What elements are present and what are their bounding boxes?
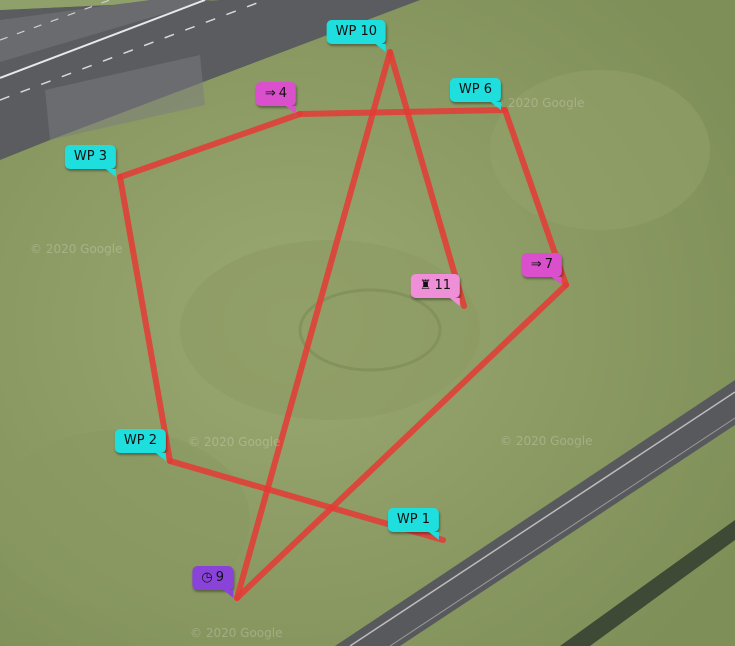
waypoint-label: WP 6 — [458, 82, 492, 97]
waypoint-label: WP 10 — [335, 24, 377, 39]
waypoint-label: 7 — [544, 257, 553, 272]
waypoint-marker-jump-7[interactable]: ⇒ 7 — [521, 253, 563, 285]
clock-icon: ◷ — [201, 570, 213, 585]
map-watermark: © 2020 Google — [188, 435, 281, 449]
waypoint-marker-wp6[interactable]: WP 6 — [449, 78, 502, 110]
waypoint-label: WP 3 — [73, 149, 107, 164]
waypoint-marker-jump-4[interactable]: ⇒ 4 — [255, 82, 297, 114]
route-segment — [117, 174, 173, 464]
waypoint-marker-wp3[interactable]: WP 3 — [64, 145, 117, 177]
jump-arrow-icon: ⇒ — [530, 257, 542, 272]
map-watermark: © 2020 Google — [190, 626, 283, 640]
waypoint-marker-wp1[interactable]: WP 1 — [387, 508, 440, 540]
waypoint-label: 11 — [434, 278, 451, 293]
map-watermark: © 2020 Google — [492, 96, 585, 110]
route-segment — [234, 282, 569, 601]
waypoint-marker-wp2[interactable]: WP 2 — [114, 429, 167, 461]
waypoint-label: WP 2 — [123, 433, 157, 448]
jump-arrow-icon: ⇒ — [264, 86, 276, 101]
route-segment — [117, 111, 303, 180]
waypoint-label: 9 — [215, 570, 224, 585]
route-segment — [234, 49, 393, 601]
waypoint-label: WP 1 — [396, 512, 430, 527]
taxiway-bottom — [335, 380, 735, 646]
runway-top — [0, 0, 420, 160]
land-tower-icon: ♜ — [419, 278, 432, 293]
route-segment — [387, 49, 467, 309]
waypoint-label: 4 — [278, 86, 287, 101]
map-watermark: © 2020 Google — [30, 242, 123, 256]
waypoint-marker-wp10[interactable]: WP 10 — [326, 20, 387, 52]
waypoint-marker-loiter-9[interactable]: ◷ 9 — [192, 566, 233, 598]
waypoint-marker-land-11[interactable]: ♜ 11 — [410, 274, 461, 306]
map-watermark: © 2020 Google — [500, 434, 593, 448]
route-segment — [297, 107, 508, 117]
